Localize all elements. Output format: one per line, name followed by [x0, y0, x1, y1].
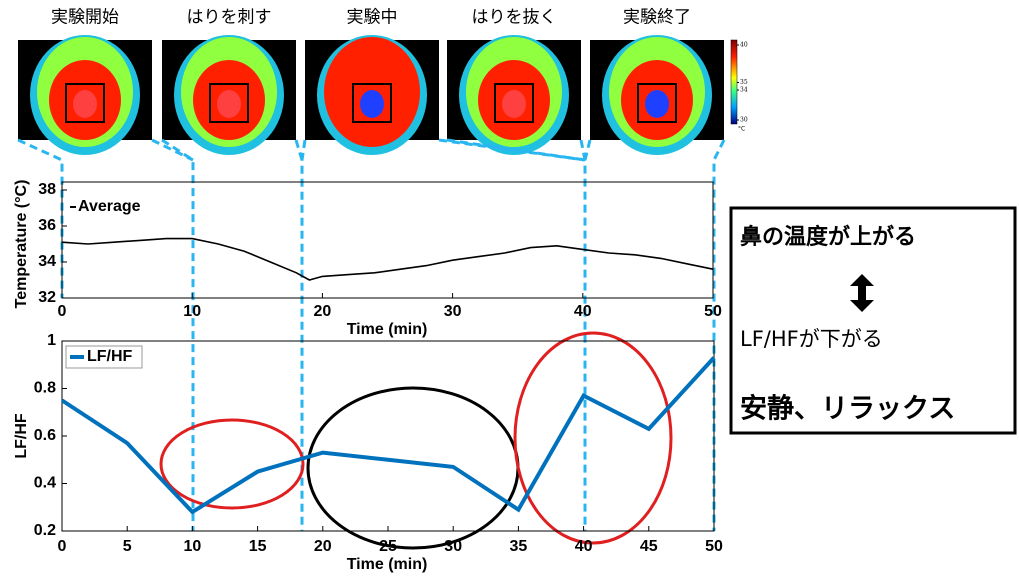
- callout-text: LF/HFが下がる: [740, 327, 883, 351]
- data-line: [62, 358, 714, 512]
- y-tick-label: 0.4: [34, 475, 56, 492]
- page: 鼻の温度が上がる LF/HFが下がる 安静、リラックス 実験開始 はりを刺す 実験中…: [0, 0, 1019, 582]
- x-tick-label: 20: [314, 303, 332, 320]
- x-axis-label: Time (min): [347, 556, 428, 573]
- x-tick-label: 50: [705, 538, 723, 555]
- image-label: はりを刺す: [187, 8, 272, 28]
- y-axis-label: Temperature (°C): [13, 180, 30, 309]
- legend-label: Average: [78, 198, 141, 215]
- x-tick-label: 25: [379, 538, 397, 555]
- x-tick-label: 45: [640, 538, 658, 555]
- colorbar-unit: °C: [738, 126, 745, 133]
- colorbar: [731, 40, 737, 124]
- thermal-images: [18, 35, 724, 155]
- x-tick-label: 50: [704, 303, 722, 320]
- x-tick-label: 30: [444, 303, 462, 320]
- legend-label: LF/HF: [87, 348, 133, 365]
- y-tick-label: 36: [38, 217, 56, 234]
- y-tick-label: 0.6: [34, 427, 56, 444]
- y-tick-label: 38: [38, 181, 56, 198]
- x-tick-label: 15: [249, 538, 267, 555]
- colorbar-label: 34: [740, 87, 748, 94]
- y-tick-label: 1: [47, 332, 56, 349]
- image-label: はりを抜く: [472, 8, 557, 28]
- figure: 鼻の温度が上がる LF/HFが下がる 安静、リラックス 実験開始 はりを刺す 実験中…: [0, 0, 1019, 582]
- colorbar-label: 30: [740, 117, 748, 124]
- y-tick-label: 0.2: [34, 522, 56, 539]
- plot-area: [62, 341, 714, 531]
- x-tick-label: 0: [58, 303, 67, 320]
- image-label: 実験終了: [623, 8, 691, 28]
- nose: [645, 90, 669, 118]
- x-tick-label: 40: [575, 538, 593, 555]
- nose: [502, 90, 526, 118]
- image-label: 実験開始: [51, 8, 119, 28]
- x-tick-label: 5: [123, 538, 132, 555]
- colorbar-label: 40: [740, 42, 748, 49]
- callout-text: 安静、リラックス: [740, 394, 955, 425]
- y-tick-label: 32: [38, 289, 56, 306]
- y-tick-label: 0.8: [34, 380, 56, 397]
- colorbar-label: 35: [740, 79, 748, 86]
- x-tick-label: 20: [314, 538, 332, 555]
- x-tick-label: 40: [574, 303, 592, 320]
- x-tick-label: 10: [184, 538, 202, 555]
- x-tick-label: 35: [510, 538, 528, 555]
- x-tick-label: 10: [183, 303, 201, 320]
- callout-text: 鼻の温度が上がる: [740, 224, 916, 250]
- y-tick-label: 34: [38, 253, 56, 270]
- plot-area: [62, 182, 713, 298]
- annotation-ellipses: [161, 333, 671, 548]
- x-tick-label: 30: [444, 538, 462, 555]
- nose: [73, 90, 97, 118]
- image-label: 実験中: [347, 8, 398, 28]
- x-tick-label: 0: [58, 538, 67, 555]
- nose: [217, 90, 241, 118]
- nose: [360, 90, 384, 118]
- y-axis-label: LF/HF: [13, 413, 30, 459]
- x-axis-label: Time (min): [347, 321, 428, 338]
- data-line: [62, 239, 713, 280]
